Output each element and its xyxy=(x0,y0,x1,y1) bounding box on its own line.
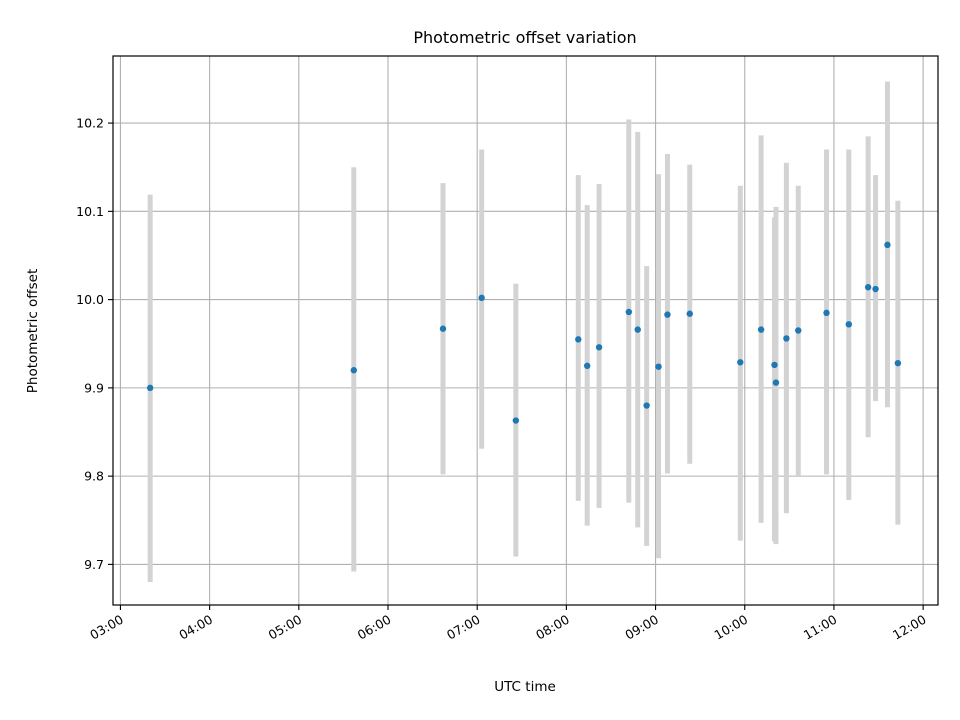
data-point xyxy=(737,359,744,366)
data-point xyxy=(625,308,633,316)
data-point xyxy=(864,284,872,291)
data-point xyxy=(583,362,591,370)
data-point xyxy=(664,311,671,318)
data-point xyxy=(350,367,358,374)
data-point xyxy=(884,241,891,249)
x-axis-label: UTC time xyxy=(494,679,556,695)
plot-frame xyxy=(112,55,939,606)
data-point xyxy=(643,402,650,409)
data-point xyxy=(772,379,780,386)
grid-lines xyxy=(113,56,938,605)
chart-title: Photometric offset variation xyxy=(413,28,636,47)
data-point xyxy=(686,310,693,317)
data-point xyxy=(439,325,447,332)
y-axis-label: Photometric offset xyxy=(25,269,41,393)
y-tick-label: 9.8 xyxy=(84,469,104,484)
data-point xyxy=(146,384,154,392)
data-point xyxy=(795,327,802,334)
data-point xyxy=(872,285,879,293)
data-point xyxy=(783,335,790,342)
data-point xyxy=(894,359,902,367)
data-point xyxy=(512,417,520,424)
data-point xyxy=(845,321,853,328)
data-point xyxy=(655,363,662,370)
data-point xyxy=(478,294,485,302)
data-point xyxy=(771,361,778,369)
y-tick-label: 10.1 xyxy=(76,204,104,219)
y-tick-label: 9.9 xyxy=(84,380,104,395)
data-point xyxy=(823,309,830,317)
data-points xyxy=(146,241,902,424)
data-point xyxy=(595,344,603,351)
data-point xyxy=(634,326,641,333)
y-tick-label: 9.7 xyxy=(84,557,104,572)
y-tick-label: 10.2 xyxy=(76,116,104,131)
y-tick-label: 10.0 xyxy=(76,292,104,307)
data-point xyxy=(575,336,582,343)
data-point xyxy=(757,326,765,333)
